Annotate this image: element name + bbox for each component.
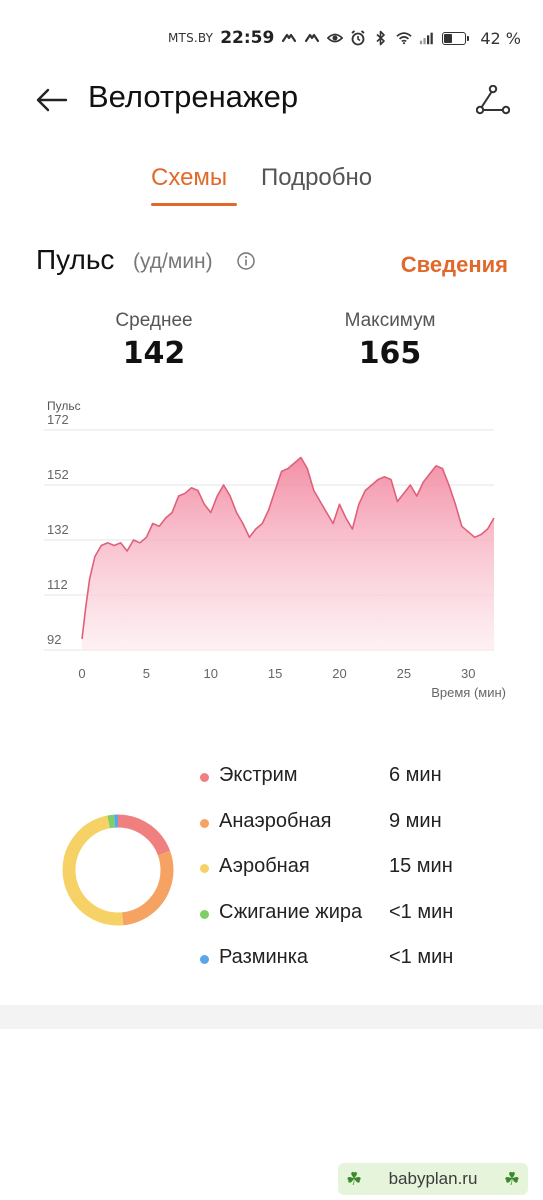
x-tick-label: 20 (332, 666, 346, 681)
zone-color-dot (200, 773, 209, 782)
zone-segment (62, 814, 174, 926)
average-value: 142 (122, 336, 186, 371)
status-bar: MTS.BY 22:59 42 % (168, 24, 521, 52)
zone-segment (62, 814, 174, 926)
vibrate-icon (281, 30, 297, 46)
battery-percent: 42 % (480, 28, 521, 48)
zone-row: Сжигание жира <1 мин (200, 899, 500, 929)
max-stat: Максимум 165 (310, 310, 470, 371)
zone-time: 15 мин (389, 855, 453, 878)
back-button[interactable] (32, 80, 72, 120)
zone-color-dot (200, 909, 209, 919)
heart-rate-area (82, 457, 494, 650)
zone-time: <1 мин (389, 946, 454, 969)
wifi-icon (396, 30, 412, 46)
zone-name: Аэробная (219, 855, 310, 878)
x-tick-label: 15 (268, 666, 282, 681)
x-axis-title: Время (мин) (431, 685, 506, 700)
info-icon[interactable] (236, 251, 256, 271)
average-label: Среднее (115, 310, 193, 331)
battery-icon (442, 31, 470, 45)
signal-icon (419, 30, 435, 46)
route-icon (476, 85, 510, 115)
x-tick-label: 25 (397, 666, 411, 681)
heart-rate-line (81, 456, 495, 640)
pulse-title: Пульс (36, 244, 115, 275)
zone-color-dot (200, 955, 209, 965)
tab-details[interactable]: Подробно (261, 164, 373, 191)
x-tick-label: 5 (143, 666, 150, 681)
zone-color-dot (200, 818, 209, 828)
zone-row: Экстрим 6 мин (200, 762, 500, 792)
pulse-unit: (уд/мин) (133, 250, 213, 273)
zone-time: <1 мин (389, 900, 454, 923)
zone-name: Анаэробная (219, 809, 332, 832)
y-tick-label: 92 (47, 632, 61, 647)
arrow-left-icon (36, 88, 68, 112)
page-title: Велотренажер (88, 79, 299, 114)
clover-icon: ☘ (346, 1168, 363, 1190)
zone-row: Аэробная 15 мин (200, 853, 500, 883)
x-tick-label: 10 (204, 666, 218, 681)
details-link[interactable]: Сведения (400, 252, 508, 277)
active-tab-indicator (151, 203, 237, 206)
tab-bar: Схемы Подробно (0, 160, 543, 210)
vibrate-icon (304, 30, 320, 46)
zone-segment (62, 814, 174, 926)
clover-icon: ☘ (503, 1168, 520, 1190)
eye-icon (327, 30, 344, 46)
zone-name: Экстрим (219, 764, 298, 786)
alarm-icon (350, 30, 366, 46)
zone-row: Анаэробная 9 мин (200, 808, 500, 838)
max-value: 165 (358, 336, 422, 371)
x-tick-label: 0 (78, 666, 85, 681)
zones-donut-chart (62, 814, 174, 926)
y-tick-label: 112 (47, 577, 68, 592)
y-tick-label: 152 (47, 467, 69, 482)
zone-name: Разминка (219, 946, 309, 969)
y-tick-label: 172 (47, 412, 69, 427)
zone-row: Разминка <1 мин (200, 944, 500, 974)
heart-rate-zones: Экстрим 6 мин Анаэробная 9 мин Аэробная 15 ми… (0, 755, 543, 985)
watermark-text: babyplan.ru (388, 1169, 478, 1188)
zone-color-dot (200, 864, 209, 874)
zone-time: 9 мин (389, 809, 442, 832)
watermark: ☘ babyplan.ru ☘ (338, 1163, 528, 1195)
section-divider (0, 1005, 543, 1029)
y-axis-title: Пульс (47, 399, 81, 413)
zone-time: 6 мин (389, 764, 442, 786)
clock: 22:59 (220, 28, 275, 48)
average-stat: Среднее 142 (74, 310, 234, 371)
bluetooth-icon (373, 30, 389, 46)
carrier-name: MTS.BY (167, 31, 214, 45)
zone-name: Сжигание жира (219, 900, 363, 923)
app-bar: Велотренажер (0, 76, 543, 124)
tab-schemes[interactable]: Схемы (151, 164, 228, 191)
x-tick-label: 30 (461, 666, 475, 681)
route-button[interactable] (473, 80, 513, 120)
y-tick-label: 132 (47, 522, 69, 537)
max-label: Максимум (344, 310, 436, 331)
pulse-section-header: Пульс (уд/мин) Сведения (36, 244, 508, 284)
